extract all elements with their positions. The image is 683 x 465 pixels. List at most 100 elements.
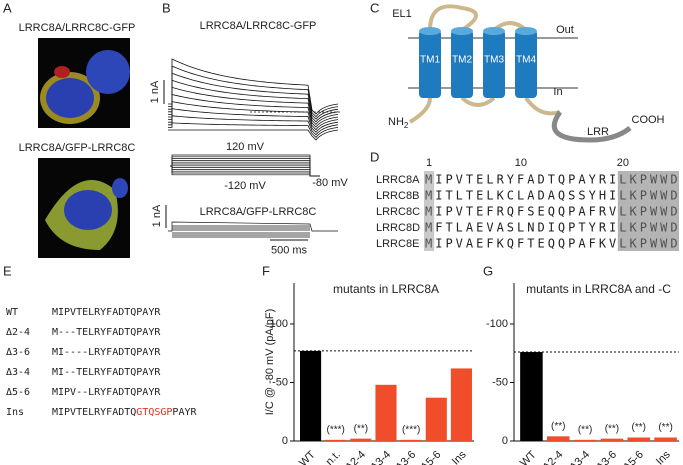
tm-helix	[451, 30, 473, 98]
x-tick-label: Δ5-6	[419, 449, 444, 465]
bar	[300, 350, 322, 441]
bar	[425, 397, 447, 441]
terminus-label: NH	[388, 116, 404, 128]
mutant-name: Δ2-4	[6, 327, 30, 338]
y-axis-label: I/C @ -80 mV (pA/pF)	[264, 309, 276, 416]
tm-label: TM1	[420, 55, 440, 66]
x-tick-label: Ins	[654, 448, 673, 465]
protein-name: LRRC8A	[376, 174, 420, 186]
y-tick-label: 0	[282, 435, 288, 447]
protein-name: LRRC8D	[376, 222, 420, 234]
panel-label: B	[162, 0, 171, 15]
current-trace	[168, 122, 339, 139]
y-tick-label: -100	[266, 318, 288, 330]
bar	[600, 438, 624, 441]
significance: (**)	[578, 424, 592, 435]
scale-label: 1 nA	[151, 204, 163, 227]
tm-top	[483, 27, 505, 35]
mutant-seq: M---TELRYFADTQPAYR	[52, 327, 161, 338]
x-tick-label: Δ3-4	[567, 449, 592, 465]
sequence: MFTLAEVASLNDIQPTYRILKPWWD	[425, 221, 681, 235]
sequence: MIPVTEFRQFSEQQPAFRVLKPWWD	[425, 205, 681, 219]
protein-name: LRRC8B	[376, 190, 419, 202]
current-trace	[168, 72, 339, 120]
tm-top	[419, 27, 441, 35]
sequence: MITLTELKCLADAQSSYHILKPWWD	[425, 189, 681, 203]
side-label: Out	[556, 24, 574, 36]
bar	[400, 439, 422, 441]
x-tick-label: Δ3-6	[393, 449, 418, 465]
significance: (***)	[402, 424, 420, 435]
tm-label: TM2	[452, 55, 472, 66]
y-tick-label: -100	[486, 318, 508, 330]
current-trace	[168, 129, 339, 141]
mutant-seq: MI----LRYFADTQPAYR	[52, 347, 161, 358]
bar	[350, 438, 372, 441]
bar	[627, 437, 651, 441]
current-trace	[168, 115, 339, 136]
chart-title: mutants in LRRC8A	[333, 282, 439, 296]
alignment: 1 10 20 LRRC8A MIPVTELRYFADTQPAYRILKPWWD LRRC…	[376, 157, 681, 251]
current-trace	[168, 65, 339, 118]
seq-part: MIPVTELRYFADTQ	[52, 407, 136, 418]
significance: (**)	[354, 423, 368, 434]
scale-label: 1 nA	[149, 80, 161, 103]
tm-helix	[483, 30, 505, 98]
bar	[546, 436, 570, 441]
y-tick-label: -50	[492, 376, 508, 388]
x-tick-label: Δ3-4	[368, 449, 393, 465]
caption: LRRC8A/LRRC8C-GFP	[19, 22, 136, 34]
seq-part: MI--TELRYFADTQPAYR	[52, 367, 161, 378]
x-tick-label: Δ2-4	[541, 449, 566, 465]
current-trace	[168, 93, 339, 128]
x-tick-label: Δ2-4	[343, 449, 368, 465]
topology: TM1 TM2 TM3 TM4	[408, 4, 632, 143]
voltage-protocol	[170, 154, 320, 177]
panel-label: D	[370, 149, 379, 164]
x-tick-label: Ins	[450, 448, 469, 465]
x-tick-label: WT	[297, 448, 318, 465]
current-trace	[168, 58, 339, 115]
caption: LRRC8A/GFP-LRRC8C	[19, 142, 136, 154]
x-tick-label: Δ5-6	[621, 449, 646, 465]
tm-top	[451, 27, 473, 35]
seq-part: MI----LRYFADTQPAYR	[52, 347, 161, 358]
terminus-label: NH2	[388, 116, 409, 130]
micrograph	[38, 38, 130, 128]
significance: (**)	[658, 422, 672, 433]
tm-label: TM4	[516, 55, 536, 66]
current-trace	[168, 86, 339, 126]
terminus-label: COOH	[632, 114, 665, 126]
conserved-column	[617, 171, 679, 251]
conserved-column	[424, 171, 435, 251]
protein-name: LRRC8E	[376, 238, 419, 250]
mutant-name: Δ3-4	[6, 367, 30, 378]
sequence: MIPVAEFKQFTEQQPAFKVLKPWWD	[425, 237, 681, 251]
bar	[654, 437, 677, 441]
bar	[573, 439, 597, 441]
mutant-seq: MIPV--LRYFADTQPAYR	[52, 387, 161, 398]
panel-label: F	[262, 263, 270, 278]
protocol-step	[170, 160, 320, 177]
tm-top	[515, 27, 537, 35]
protein-name: LRRC8C	[376, 206, 420, 218]
chart-title: mutants in LRRC8A and -C	[526, 282, 671, 296]
insert: GTQSGP	[136, 407, 172, 418]
significance: (**)	[551, 421, 565, 432]
mutant-name: WT	[6, 307, 18, 318]
voltage-label: -120 mV	[224, 180, 266, 192]
caption: LRRC8A/LRRC8C-GFP	[200, 20, 317, 32]
tm-label: TM3	[484, 55, 504, 66]
panel-label: C	[370, 0, 379, 15]
y-tick-label: 0	[502, 435, 508, 447]
x-tick-label: WT	[518, 448, 539, 465]
subscript: 2	[404, 121, 409, 130]
panel-label: E	[3, 263, 12, 278]
seq-part: MIPV--LRYFADTQPAYR	[52, 387, 161, 398]
scale-label: 500 ms	[271, 244, 308, 256]
protocol-step	[170, 165, 320, 177]
seq-part: PAYR	[172, 407, 197, 418]
mutant-seq: MIPVTELRYFADTQGTQSGPPAYR	[52, 407, 197, 418]
